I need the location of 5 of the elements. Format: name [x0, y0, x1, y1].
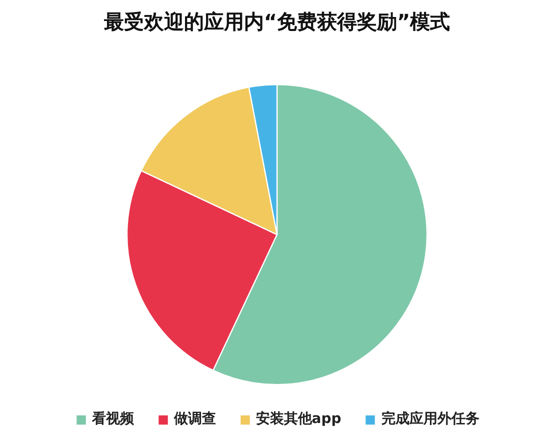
legend-label: 做调查: [174, 410, 216, 428]
legend-label: 看视频: [92, 410, 134, 428]
legend-label: 安装其他app: [256, 410, 342, 428]
legend-label: 完成应用外任务: [381, 410, 480, 428]
chart-title: 最受欢迎的应用内“免费获得奖励”模式: [102, 10, 450, 34]
